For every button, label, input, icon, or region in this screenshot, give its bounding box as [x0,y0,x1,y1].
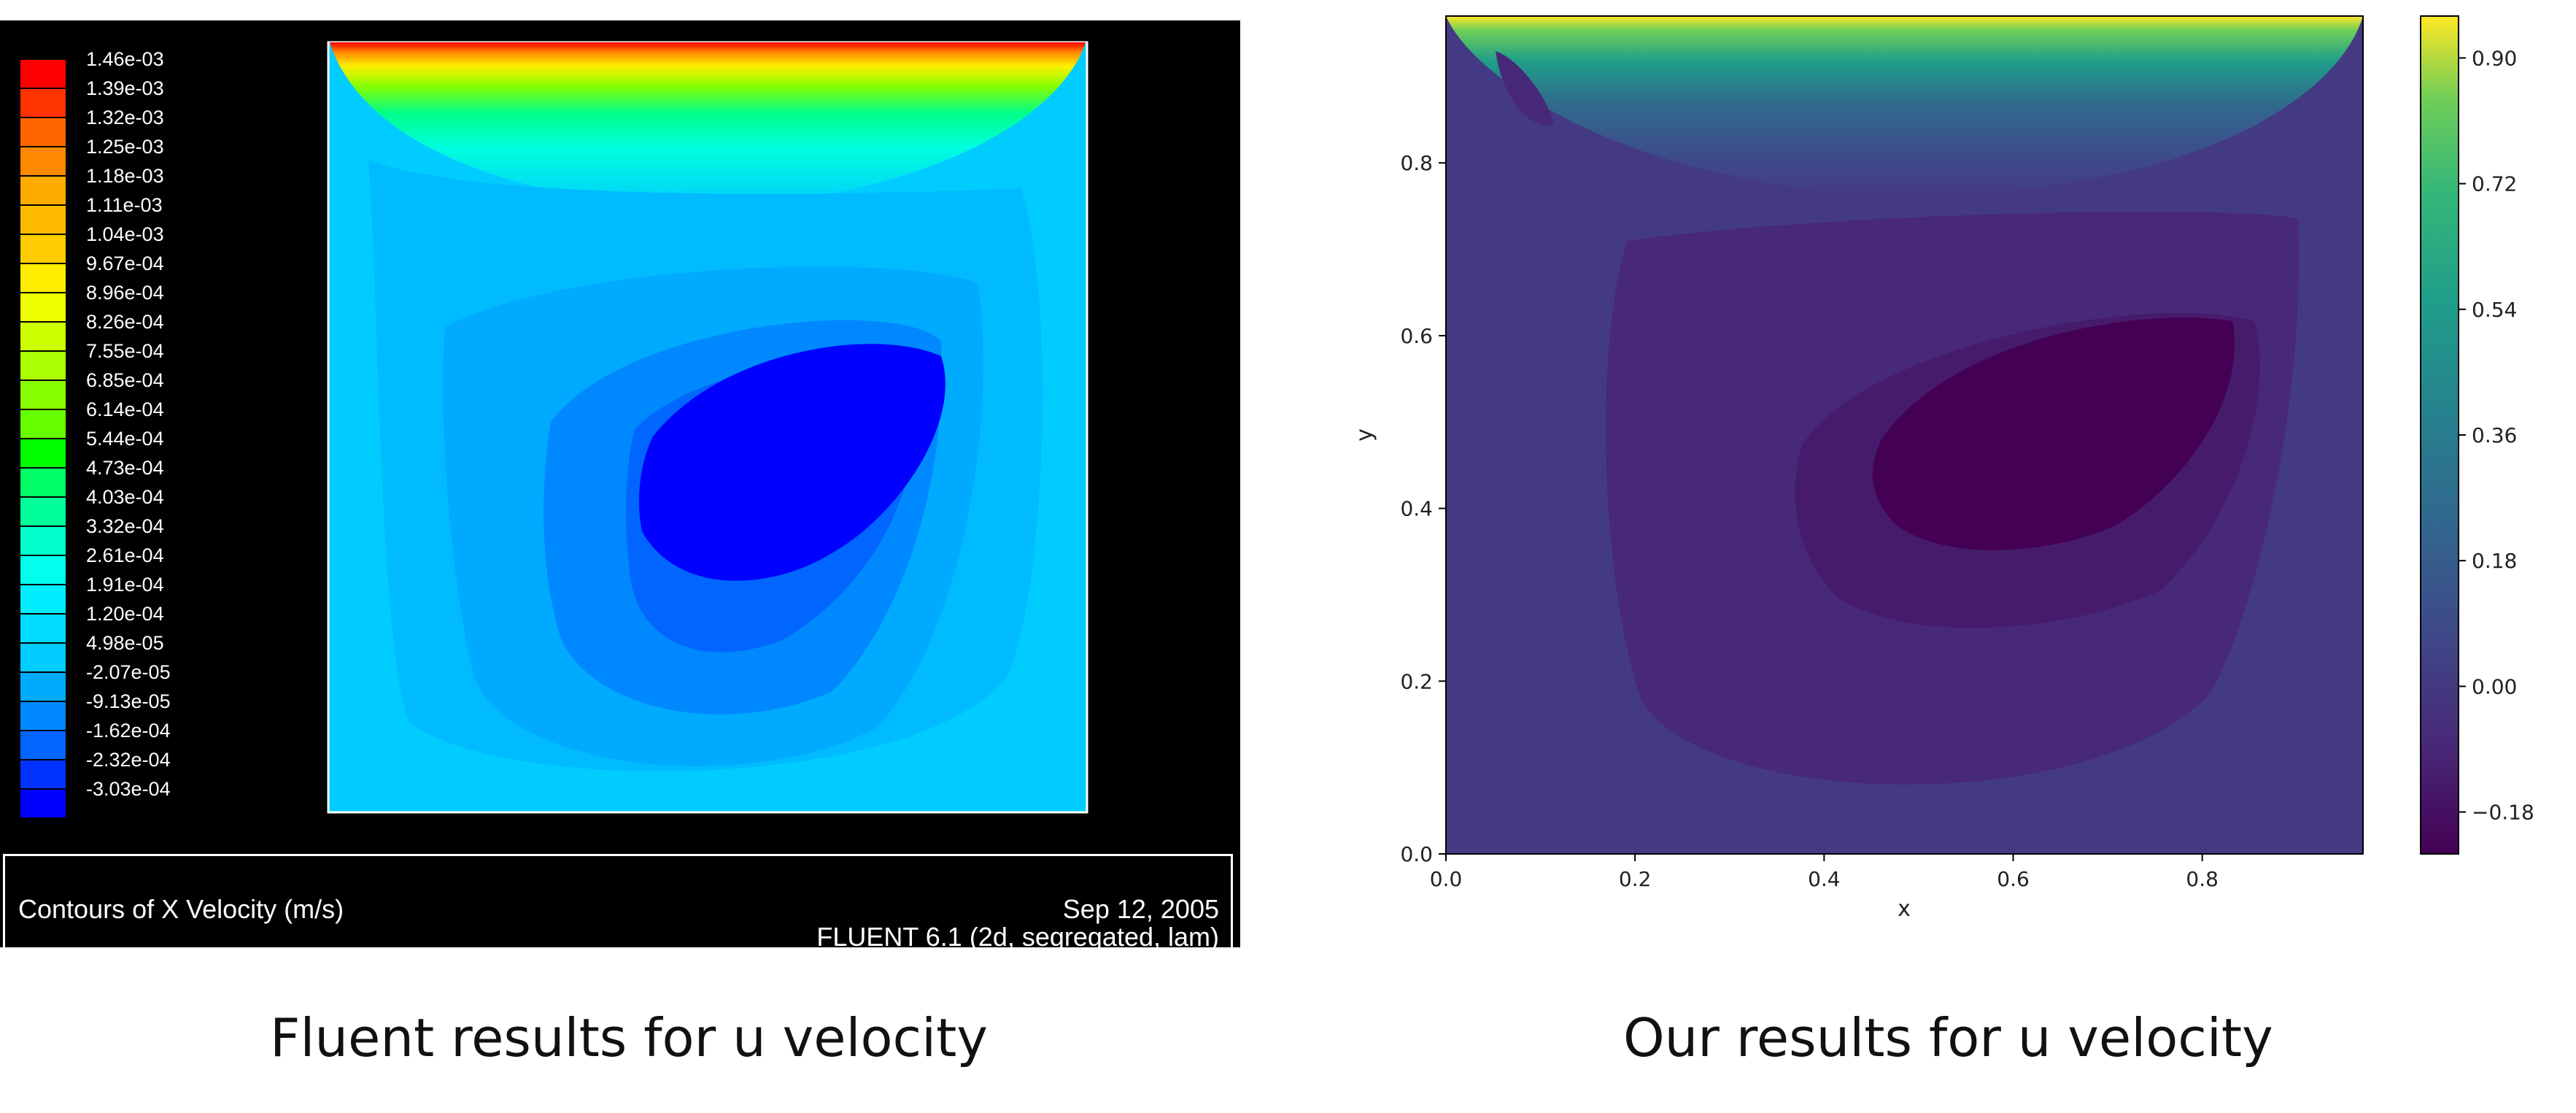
fluent-colorbar-tick-label: -2.07e-05 [86,661,171,683]
ours-x-tick-label: 0.8 [2186,867,2219,891]
fluent-colorbar-tick-label: 1.46e-03 [86,48,164,70]
fluent-footer-title: Contours of X Velocity (m/s) [18,894,344,924]
fluent-colorbar-tick-label: 1.04e-03 [86,223,164,245]
fluent-colorbar-swatch [20,439,66,467]
fluent-colorbar-tick-label: 1.18e-03 [86,165,164,187]
fluent-colorbar-tick-label: 4.98e-05 [86,632,164,654]
fluent-colorbar-tick-label: 8.96e-04 [86,282,164,304]
fluent-colorbar-swatch [20,147,66,175]
ours-colorbar-tick-label: 0.18 [2472,549,2517,573]
fluent-colorbar-tick-label: 5.44e-04 [86,428,164,450]
fluent-colorbar-swatch [20,293,66,321]
fluent-colorbar-tick-label: 1.32e-03 [86,107,164,128]
ours-colorbar-tick-label: −0.18 [2472,801,2534,825]
fluent-colorbar-tick-label: 9.67e-04 [86,253,164,274]
ours-colorbar-gradient [2420,15,2459,855]
fluent-colorbar-tick-label: 4.03e-04 [86,486,164,508]
fluent-colorbar-tick-label: 1.25e-03 [86,136,164,158]
fluent-colorbar-swatch [20,615,66,642]
ours-colorbar: 0.90 0.72 0.54 0.36 0.18 0.00 −0.18 [2420,15,2534,855]
fluent-colorbar: 1.46e-03 1.39e-03 1.32e-03 1.25e-03 1.18e-03… [20,48,171,817]
fluent-colorbar-swatch [20,60,66,88]
fluent-lid-gradient-band [330,42,1086,210]
fluent-colorbar-swatch [20,264,66,292]
ours-contour-level-3 [1872,317,2235,550]
fluent-colorbar-swatch [20,177,66,204]
fluent-colorbar-swatch [20,323,66,350]
fluent-colorbar-swatch [20,527,66,555]
fluent-colorbar-tick-label: -1.62e-04 [86,720,171,742]
ours-axes: 0.0 0.2 0.4 0.6 0.8 0.0 0.2 0.4 0.6 0.8 [1400,151,2218,891]
fluent-colorbar-swatch [20,235,66,263]
fluent-colorbar-tick-label: 1.91e-04 [86,574,164,596]
fluent-colorbar-tick-label: 6.85e-04 [86,369,164,391]
fluent-colorbar-swatch [20,585,66,613]
fluent-colorbar-swatch [20,790,66,817]
ours-colorbar-tick-label: 0.90 [2472,46,2517,70]
ours-plot-frame [1445,15,2364,855]
ours-colorbar-tick-label: 0.00 [2472,674,2517,698]
ours-y-tick-label: 0.6 [1400,324,1433,348]
fluent-colorbar-swatch [20,760,66,788]
ours-y-tick-label: 0.8 [1400,151,1433,175]
ours-y-tick-label: 0.4 [1400,497,1433,521]
caption-ours: Our results for u velocity [1623,1007,2273,1068]
fluent-colorbar-swatch [20,644,66,671]
ours-x-tick-label: 0.0 [1430,867,1463,891]
ours-contour-field [1445,15,2364,855]
fluent-colorbar-tick-label: 4.73e-04 [86,457,164,479]
caption-fluent: Fluent results for u velocity [270,1007,988,1068]
ours-plot: 0.0 0.2 0.4 0.6 0.80.00.20.40.60.8 0.900.720… [1352,15,2534,922]
fluent-colorbar-tick-label: 3.32e-04 [86,515,164,537]
fluent-colorbar-tick-label: -2.32e-04 [86,749,171,771]
ours-y-tick-label: 0.0 [1400,842,1433,866]
fluent-colorbar-tick-label: 6.14e-04 [86,398,164,420]
fluent-colorbar-tick-label: 1.20e-04 [86,603,164,625]
fluent-colorbar-swatch [20,498,66,525]
fluent-colorbar-tick-label: 2.61e-04 [86,544,164,566]
fluent-colorbar-swatch [20,89,66,117]
fluent-colorbar-swatch [20,731,66,759]
ours-colorbar-tick-label: 0.54 [2472,298,2517,322]
fluent-colorbar-swatch [20,469,66,496]
ours-x-tick-label: 0.6 [1997,867,2030,891]
fluent-colorbar-tick-label: -3.03e-04 [86,778,171,800]
fluent-footer-box: Contours of X Velocity (m/s) Sep 12, 200… [3,854,1233,963]
fluent-colorbar-swatch [20,118,66,146]
fluent-colorbar-tick-label: 7.55e-04 [86,340,164,362]
fluent-contour-field [327,41,1088,814]
fluent-colorbar-swatch [20,206,66,234]
fluent-footer-date: Sep 12, 2005 [1062,894,1219,924]
fluent-colorbar-swatch [20,556,66,584]
ours-colorbar-tick-label: 0.36 [2472,423,2517,447]
fluent-footer-software: FLUENT 6.1 (2d, segregated, lam) [816,922,1219,952]
ours-x-tick-label: 0.2 [1619,867,1652,891]
ours-y-tick-label: 0.2 [1400,669,1433,693]
fluent-colorbar-swatch [20,702,66,730]
ours-corner-vortex [1496,51,1554,126]
ours-colorbar-tick-label: 0.72 [2472,172,2517,196]
ours-x-axis-label: x [1898,896,1911,922]
fluent-colorbar-tick-label: 1.11e-03 [86,194,163,216]
fluent-panel: 1.46e-03 1.39e-03 1.32e-03 1.25e-03 1.18e-03… [0,20,1240,963]
fluent-contour-plot: 1.46e-03 1.39e-03 1.32e-03 1.25e-03 1.18e-03… [20,41,1088,817]
fluent-colorbar-swatch [20,352,66,380]
fluent-colorbar-swatch [20,410,66,438]
fluent-colorbar-tick-label: -9.13e-05 [86,690,171,712]
fluent-colorbar-swatch [20,673,66,701]
fluent-colorbar-swatch [20,381,66,409]
fluent-contour-level-5 [638,344,945,581]
fluent-colorbar-tick-label: 1.39e-03 [86,77,164,99]
ours-lid-gradient-band [1446,16,2363,197]
ours-x-tick-label: 0.4 [1808,867,1841,891]
ours-y-axis-label: y [1352,428,1377,442]
fluent-colorbar-tick-label: 8.26e-04 [86,311,164,333]
